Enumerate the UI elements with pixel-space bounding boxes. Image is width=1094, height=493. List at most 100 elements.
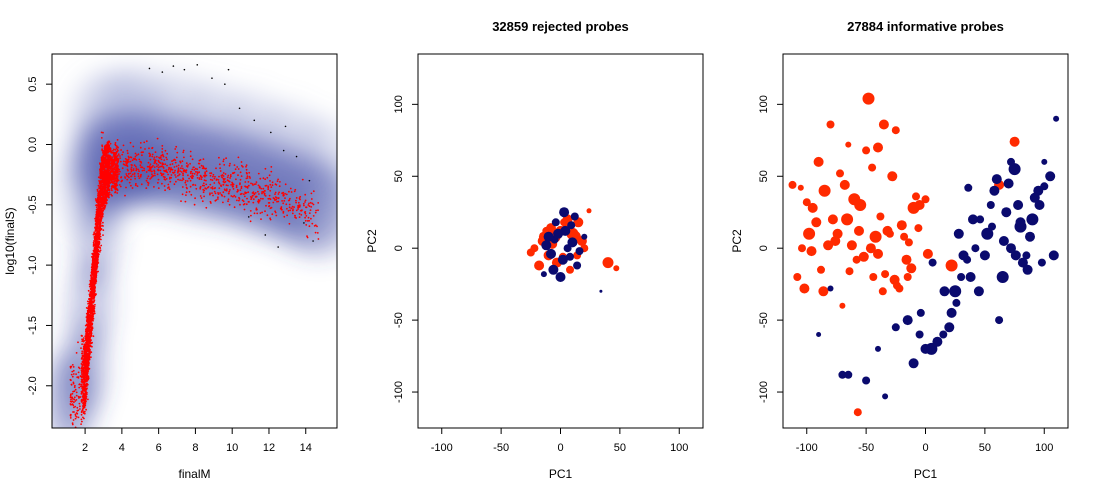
probe-point bbox=[277, 178, 279, 181]
probe-point bbox=[92, 335, 95, 338]
probe-point bbox=[117, 171, 119, 174]
probe-point bbox=[96, 222, 99, 225]
probe-point bbox=[247, 191, 250, 194]
probe-point bbox=[139, 142, 142, 144]
probe-point bbox=[297, 204, 299, 207]
probe-point bbox=[72, 373, 75, 375]
probe-point bbox=[304, 199, 307, 202]
probe-point bbox=[116, 158, 119, 161]
probe-point bbox=[124, 176, 126, 178]
probe-point bbox=[74, 413, 77, 416]
sample-point bbox=[788, 180, 797, 189]
probe-point bbox=[119, 185, 122, 188]
sample-point bbox=[989, 185, 1000, 196]
probe-point bbox=[169, 176, 171, 179]
sample-point bbox=[869, 230, 882, 243]
probe-point bbox=[159, 165, 162, 168]
probe-point bbox=[202, 182, 205, 185]
probe-point bbox=[196, 172, 199, 175]
probe-point bbox=[111, 168, 114, 171]
probe-point bbox=[94, 249, 97, 253]
probe-point bbox=[107, 178, 111, 181]
informative-probes-pca-panel: 27884 informative probes -100 -50 0 50 100-1… bbox=[730, 19, 1069, 481]
probe-point bbox=[317, 209, 319, 212]
probe-point bbox=[205, 183, 208, 186]
probe-point bbox=[77, 409, 80, 412]
probe-point bbox=[125, 162, 128, 165]
sample-point bbox=[964, 183, 973, 192]
sample-point bbox=[567, 221, 576, 230]
probe-point bbox=[83, 370, 86, 373]
probe-point bbox=[141, 151, 143, 154]
outlier-point bbox=[312, 240, 314, 242]
probe-point bbox=[202, 158, 205, 161]
probe-point bbox=[308, 212, 311, 215]
probe-point bbox=[90, 326, 93, 329]
y-axis-title: log10(finalS) bbox=[3, 207, 17, 274]
outlier-point bbox=[172, 65, 175, 67]
sample-point bbox=[881, 270, 890, 279]
probe-point bbox=[107, 144, 111, 147]
sample-point bbox=[1025, 231, 1035, 242]
probe-point bbox=[203, 179, 206, 182]
x-tick-label: 50 bbox=[614, 442, 626, 454]
probe-point bbox=[78, 367, 81, 370]
probe-point bbox=[252, 198, 255, 201]
sample-point bbox=[844, 370, 853, 379]
probe-point bbox=[130, 184, 132, 187]
probe-point bbox=[257, 184, 260, 187]
probe-point bbox=[270, 166, 273, 168]
probe-point bbox=[81, 401, 83, 403]
probe-point bbox=[121, 153, 124, 156]
probe-point bbox=[97, 203, 100, 206]
probe-point bbox=[190, 170, 193, 173]
probe-point bbox=[245, 164, 248, 167]
probe-point bbox=[153, 170, 156, 173]
probe-point bbox=[95, 216, 98, 219]
probe-point bbox=[110, 181, 113, 184]
probe-point bbox=[191, 158, 194, 161]
sample-point bbox=[1022, 251, 1031, 260]
x-tick-label: 2 bbox=[82, 442, 88, 454]
probe-point bbox=[206, 186, 209, 189]
probe-point bbox=[84, 351, 88, 355]
probe-point bbox=[134, 177, 137, 180]
probe-point bbox=[70, 365, 73, 368]
probe-point bbox=[112, 173, 115, 175]
probe-point bbox=[219, 192, 222, 194]
probe-point bbox=[263, 189, 266, 192]
probe-point bbox=[266, 176, 269, 179]
probe-point bbox=[110, 187, 113, 190]
probe-point bbox=[256, 212, 259, 215]
sample-point bbox=[802, 198, 811, 207]
probe-point bbox=[135, 167, 138, 170]
probe-point bbox=[274, 199, 276, 202]
probe-point bbox=[185, 171, 188, 174]
sample-point bbox=[981, 227, 994, 240]
probe-point bbox=[238, 198, 241, 200]
probe-point bbox=[149, 169, 152, 172]
probe-point bbox=[132, 145, 135, 148]
sample-point bbox=[566, 265, 574, 274]
probe-point bbox=[205, 206, 208, 209]
probe-point bbox=[201, 200, 204, 203]
probe-point bbox=[277, 197, 280, 200]
probe-point bbox=[302, 202, 305, 205]
probe-point bbox=[194, 171, 197, 173]
probe-point bbox=[124, 157, 127, 160]
probe-point bbox=[97, 205, 101, 208]
probe-point bbox=[69, 413, 72, 416]
probe-point bbox=[114, 142, 117, 144]
probe-point bbox=[151, 173, 153, 176]
probe-point bbox=[101, 200, 104, 203]
probe-point bbox=[117, 167, 120, 170]
probe-point bbox=[199, 187, 202, 190]
sample-point bbox=[902, 315, 913, 326]
x-tick-label: 0 bbox=[922, 442, 928, 454]
probe-point bbox=[131, 173, 134, 176]
probe-point bbox=[280, 206, 283, 208]
probe-point bbox=[286, 214, 288, 217]
sample-point bbox=[599, 289, 603, 293]
probe-point bbox=[272, 201, 275, 204]
outlier-point bbox=[270, 131, 272, 134]
